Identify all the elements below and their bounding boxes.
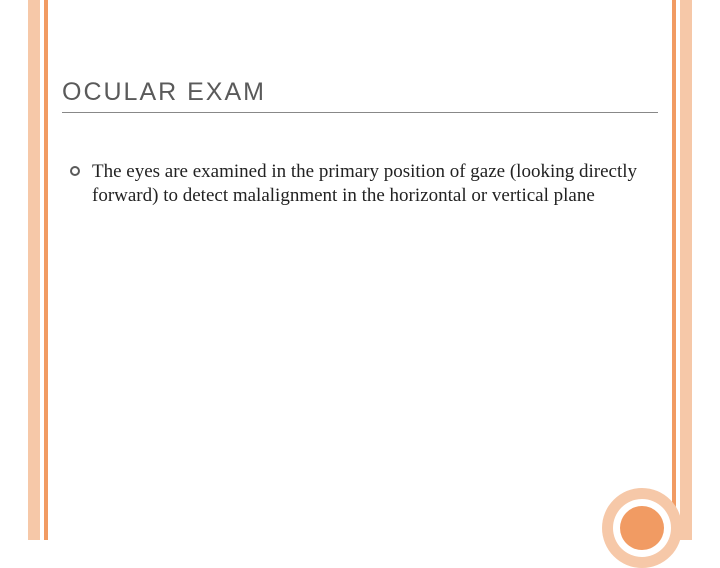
- left-stripe-outer: [28, 0, 40, 540]
- slide-title: OCULAR EXAM: [62, 78, 266, 107]
- bullet-ring-icon: [70, 166, 80, 176]
- slide: OCULAR EXAM The eyes are examined in the…: [0, 0, 720, 540]
- list-item: The eyes are examined in the primary pos…: [70, 160, 650, 209]
- right-stripe-outer: [680, 0, 692, 540]
- left-stripe-inner: [44, 0, 48, 540]
- bullet-list: The eyes are examined in the primary pos…: [70, 160, 650, 209]
- accent-circle-outer: [602, 488, 682, 568]
- title-underline: [62, 112, 658, 113]
- accent-circle-core: [620, 506, 664, 550]
- right-stripe-inner: [672, 0, 676, 540]
- accent-circle-ring: [613, 499, 671, 557]
- bullet-text: The eyes are examined in the primary pos…: [92, 160, 650, 209]
